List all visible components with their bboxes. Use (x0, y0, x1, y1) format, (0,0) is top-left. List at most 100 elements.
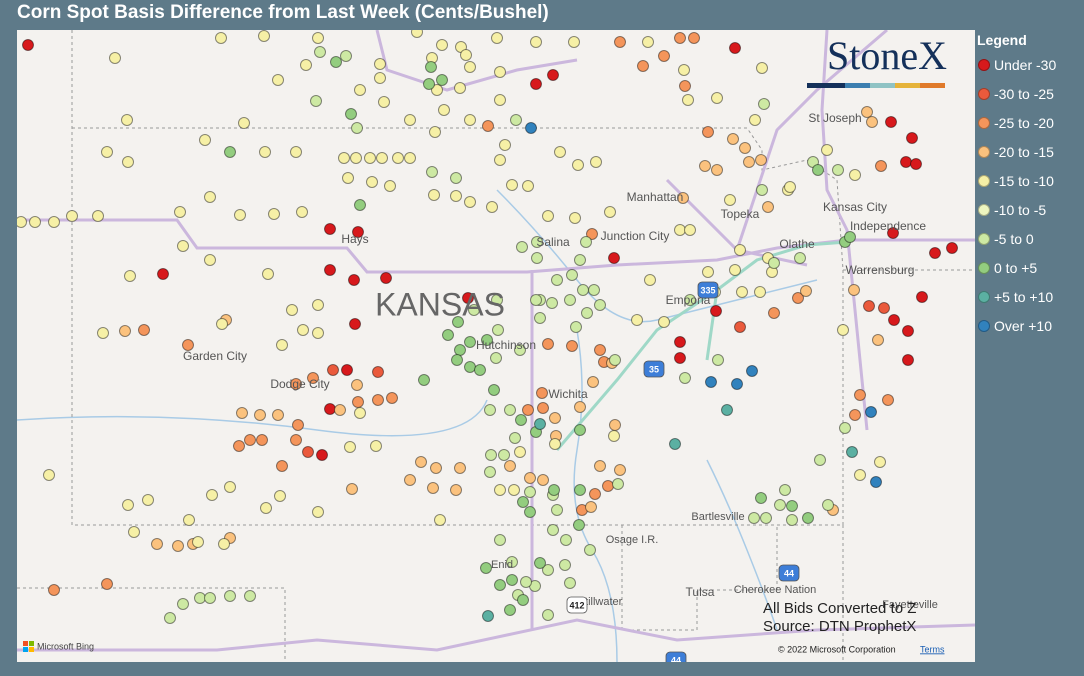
site-dot (872, 334, 884, 346)
site-dot (244, 590, 256, 602)
site-dot (874, 456, 886, 468)
legend-item[interactable]: Under -30 (976, 50, 1084, 79)
legend-item[interactable]: -30 to -25 (976, 79, 1084, 108)
legend-item[interactable]: Over +10 (976, 311, 1084, 340)
site-dot (312, 299, 324, 311)
site-dot (374, 72, 386, 84)
legend-item[interactable]: -10 to -5 (976, 195, 1084, 224)
legend-label: -30 to -25 (994, 85, 1054, 102)
site-dot (296, 206, 308, 218)
legend-item[interactable]: +5 to +10 (976, 282, 1084, 311)
site-dot (515, 414, 527, 426)
site-dot (549, 412, 561, 424)
site-dot (531, 236, 543, 248)
site-dot (743, 156, 755, 168)
legend-item[interactable]: 0 to +5 (976, 253, 1084, 282)
site-dot (514, 344, 526, 356)
site-dot (522, 180, 534, 192)
site-dot (684, 224, 696, 236)
site-dot (119, 325, 131, 337)
site-dot (484, 404, 496, 416)
legend-item[interactable]: -5 to 0 (976, 224, 1084, 253)
site-dot (426, 166, 438, 178)
site-dot (537, 402, 549, 414)
site-dot (427, 482, 439, 494)
site-dot (755, 154, 767, 166)
site-dot (276, 339, 288, 351)
site-dot (658, 316, 670, 328)
site-dot (450, 172, 462, 184)
site-dot (506, 574, 518, 586)
site-dot (522, 404, 534, 416)
site-dot (748, 512, 760, 524)
legend-item[interactable]: -25 to -20 (976, 108, 1084, 137)
site-dot (900, 156, 912, 168)
site-dot (644, 274, 656, 286)
site-dot (464, 196, 476, 208)
site-dot (794, 252, 806, 264)
site-dot (482, 120, 494, 132)
site-dot (330, 56, 342, 68)
site-dot (594, 299, 606, 311)
legend-swatch (978, 145, 990, 158)
legend-swatch (978, 232, 990, 245)
legend-item[interactable]: -15 to -10 (976, 166, 1084, 195)
site-dot (494, 484, 506, 496)
site-dot (43, 469, 55, 481)
map-label: Bartlesville (691, 511, 744, 523)
site-dot (755, 492, 767, 504)
site-dot (334, 404, 346, 416)
site-dot (338, 152, 350, 164)
site-dot (768, 257, 780, 269)
site-dot (721, 404, 733, 416)
site-dot (609, 354, 621, 366)
site-dot (438, 104, 450, 116)
site-dot (481, 334, 493, 346)
site-dot (464, 336, 476, 348)
site-dot (542, 338, 554, 350)
highway-shields: 335 35 44 412 44 (566, 281, 800, 662)
legend-label: -5 to 0 (994, 230, 1034, 247)
site-dot (712, 354, 724, 366)
site-dot (268, 208, 280, 220)
site-dot (345, 108, 357, 120)
site-dot (560, 534, 572, 546)
site-dot (846, 446, 858, 458)
site-dot (674, 336, 686, 348)
site-dot (551, 504, 563, 516)
attribution-terms[interactable]: Terms (920, 644, 945, 654)
site-dot (480, 562, 492, 574)
site-dot (312, 506, 324, 518)
logo-bar (920, 83, 945, 88)
map-label: Garden City (183, 349, 247, 363)
site-dot (758, 98, 770, 110)
site-dot (274, 490, 286, 502)
site-dot (520, 576, 532, 588)
site-dot (802, 512, 814, 524)
note: All Bids Converted to Z (763, 600, 916, 617)
site-dot (786, 514, 798, 526)
site-dot (290, 378, 302, 390)
site-dot (792, 292, 804, 304)
legend-item[interactable]: -20 to -15 (976, 137, 1084, 166)
site-dot (542, 564, 554, 576)
site-dot (837, 324, 849, 336)
site-dot (314, 46, 326, 58)
legend-label: -20 to -15 (994, 143, 1054, 160)
site-dot (736, 286, 748, 298)
site-dot (530, 78, 542, 90)
note: Source: DTN ProphetX (763, 618, 916, 635)
site-dot (452, 316, 464, 328)
site-dot (462, 292, 474, 304)
site-dot (300, 59, 312, 71)
site-dot (182, 339, 194, 351)
site-dot (724, 194, 736, 206)
site-dot (376, 152, 388, 164)
site-dot (861, 106, 873, 118)
site-dot (233, 440, 245, 452)
site-dot (349, 318, 361, 330)
site-dot (612, 478, 624, 490)
site-dot (779, 484, 791, 496)
site-dot (832, 164, 844, 176)
site-dot (604, 206, 616, 218)
